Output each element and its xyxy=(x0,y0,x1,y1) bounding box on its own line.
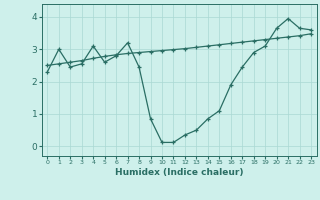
X-axis label: Humidex (Indice chaleur): Humidex (Indice chaleur) xyxy=(115,168,244,177)
